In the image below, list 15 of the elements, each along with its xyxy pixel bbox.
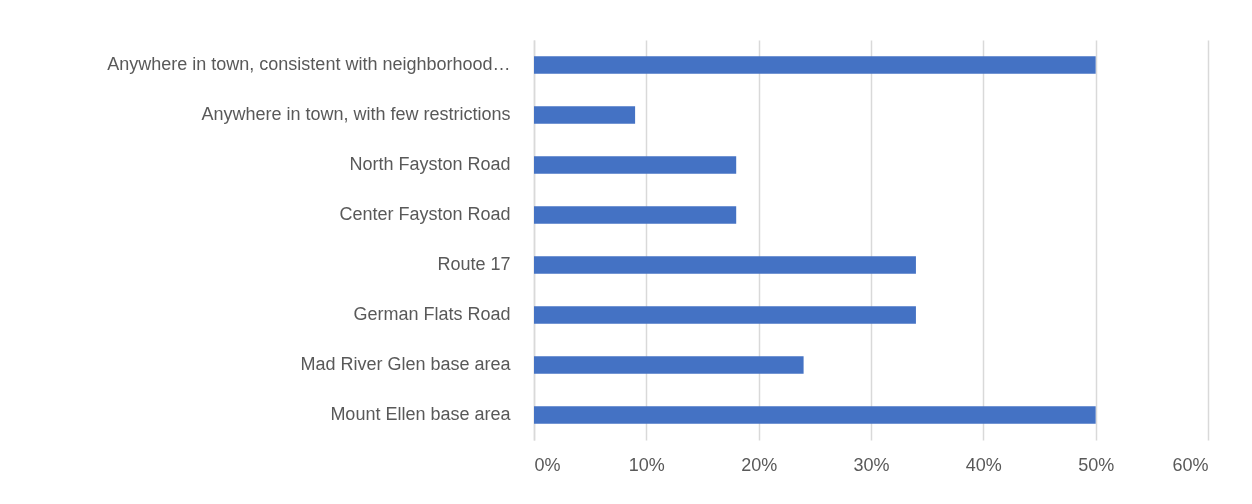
x-tick-label: 40% bbox=[965, 454, 1002, 475]
y-tick-label: Route 17 bbox=[437, 254, 511, 274]
x-tick-label: 50% bbox=[1078, 454, 1115, 475]
y-tick-label: Mad River Glen base area bbox=[300, 354, 512, 374]
x-tick-label: 30% bbox=[853, 454, 890, 475]
y-tick-label: Anywhere in town, consistent with neighborhood… bbox=[107, 54, 511, 74]
x-tick-label: 20% bbox=[741, 454, 778, 475]
x-tick-label: 10% bbox=[628, 454, 665, 475]
y-tick-label: Mount Ellen base area bbox=[330, 404, 512, 424]
y-tick-label: Anywhere in town, with few restrictions bbox=[201, 104, 511, 124]
x-tick-label: 0% bbox=[534, 454, 561, 475]
y-tick-label: North Fayston Road bbox=[349, 154, 511, 174]
y-tick-label: Center Fayston Road bbox=[339, 204, 511, 224]
x-tick-label: 60% bbox=[1172, 454, 1209, 475]
y-tick-label: German Flats Road bbox=[353, 304, 511, 324]
